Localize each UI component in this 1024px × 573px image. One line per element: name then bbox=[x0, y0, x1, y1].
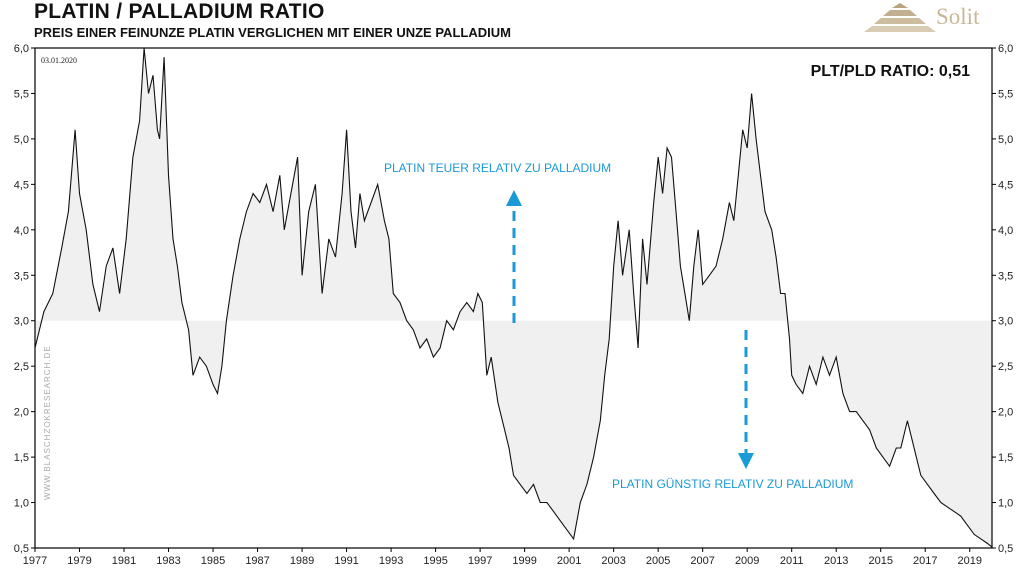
y-tick-label-right: 4,5 bbox=[998, 179, 1013, 191]
area-fill-group bbox=[35, 48, 992, 548]
y-tick-label-left: 6,0 bbox=[14, 43, 29, 55]
y-tick-label-left: 2,0 bbox=[14, 407, 29, 419]
x-tick-label: 2015 bbox=[868, 555, 892, 567]
x-tick-label: 2009 bbox=[735, 555, 759, 567]
x-tick-label: 1993 bbox=[379, 555, 403, 567]
y-tick-label-right: 2,5 bbox=[998, 361, 1013, 373]
y-tick-label-left: 2,5 bbox=[14, 361, 29, 373]
y-tick-label-right: 1,5 bbox=[998, 452, 1013, 464]
y-tick-label-right: 1,0 bbox=[998, 498, 1013, 510]
y-tick-label-right: 3,0 bbox=[998, 316, 1013, 328]
x-tick-label: 2013 bbox=[824, 555, 848, 567]
y-tick-label-right: 2,0 bbox=[998, 407, 1013, 419]
arrow-down-icon bbox=[738, 330, 754, 469]
y-tick-label-left: 1,0 bbox=[14, 498, 29, 510]
y-tick-label-right: 5,5 bbox=[998, 88, 1013, 100]
ratio-label: PLT/PLD RATIO: 0,51 bbox=[811, 63, 971, 80]
x-tick-label: 1997 bbox=[468, 555, 492, 567]
y-tick-label-right: 0,5 bbox=[998, 543, 1013, 555]
axis-ticks-group: 6,0 6,0 5,5 5,5 5,0 5,0 4,5 4,5 4,0 4,0 3,5 3,5 3,0 3… bbox=[14, 43, 1014, 567]
annotation-down: PLATIN GÜNSTIG RELATIV ZU PALLADIUM bbox=[612, 477, 853, 491]
y-tick-label-left: 0,5 bbox=[14, 543, 29, 555]
x-tick-label: 2005 bbox=[646, 555, 670, 567]
x-tick-label: 1985 bbox=[201, 555, 225, 567]
y-tick-label-left: 5,5 bbox=[14, 88, 29, 100]
x-tick-label: 1977 bbox=[23, 555, 47, 567]
watermark: WWW.BLASCHZOKRESEARCH.DE bbox=[43, 345, 52, 500]
y-tick-label-left: 1,5 bbox=[14, 452, 29, 464]
x-tick-label: 1999 bbox=[512, 555, 536, 567]
x-tick-label: 1995 bbox=[423, 555, 447, 567]
y-tick-label-right: 4,0 bbox=[998, 225, 1013, 237]
x-tick-label: 1981 bbox=[112, 555, 136, 567]
x-tick-label: 1987 bbox=[245, 555, 269, 567]
brand-name: Solit bbox=[936, 4, 980, 29]
x-tick-label: 2019 bbox=[958, 555, 982, 567]
x-tick-label: 2003 bbox=[601, 555, 625, 567]
y-tick-label-left: 3,0 bbox=[14, 316, 29, 328]
y-tick-label-right: 3,5 bbox=[998, 270, 1013, 282]
y-tick-label-left: 4,5 bbox=[14, 179, 29, 191]
chart-title: PLATIN / PALLADIUM RATIO bbox=[34, 0, 325, 23]
x-tick-label: 2007 bbox=[690, 555, 714, 567]
solit-logo-icon bbox=[864, 3, 936, 32]
annotation-up: PLATIN TEUER RELATIV ZU PALLADIUM bbox=[384, 161, 611, 175]
shaded-area bbox=[35, 48, 992, 548]
plot-frame bbox=[34, 47, 993, 549]
y-tick-label-left: 4,0 bbox=[14, 225, 29, 237]
x-tick-label: 2011 bbox=[780, 555, 804, 567]
chart-subtitle: PREIS EINER FEINUNZE PLATIN VERGLICHEN M… bbox=[34, 25, 511, 40]
x-tick-label: 1979 bbox=[67, 555, 91, 567]
y-tick-label-left: 5,0 bbox=[14, 134, 29, 146]
y-tick-label-left: 3,5 bbox=[14, 270, 29, 282]
y-tick-label-right: 5,0 bbox=[998, 134, 1013, 146]
ratio-line bbox=[34, 47, 993, 548]
x-tick-label: 1989 bbox=[290, 555, 314, 567]
date-label: 03.01.2020 bbox=[41, 56, 77, 65]
x-tick-label: 2001 bbox=[557, 555, 581, 567]
x-tick-label: 2017 bbox=[913, 555, 937, 567]
x-tick-label: 1991 bbox=[334, 555, 358, 567]
x-tick-label: 1983 bbox=[156, 555, 180, 567]
y-tick-label-right: 6,0 bbox=[998, 43, 1013, 55]
arrow-up-icon bbox=[506, 190, 522, 323]
